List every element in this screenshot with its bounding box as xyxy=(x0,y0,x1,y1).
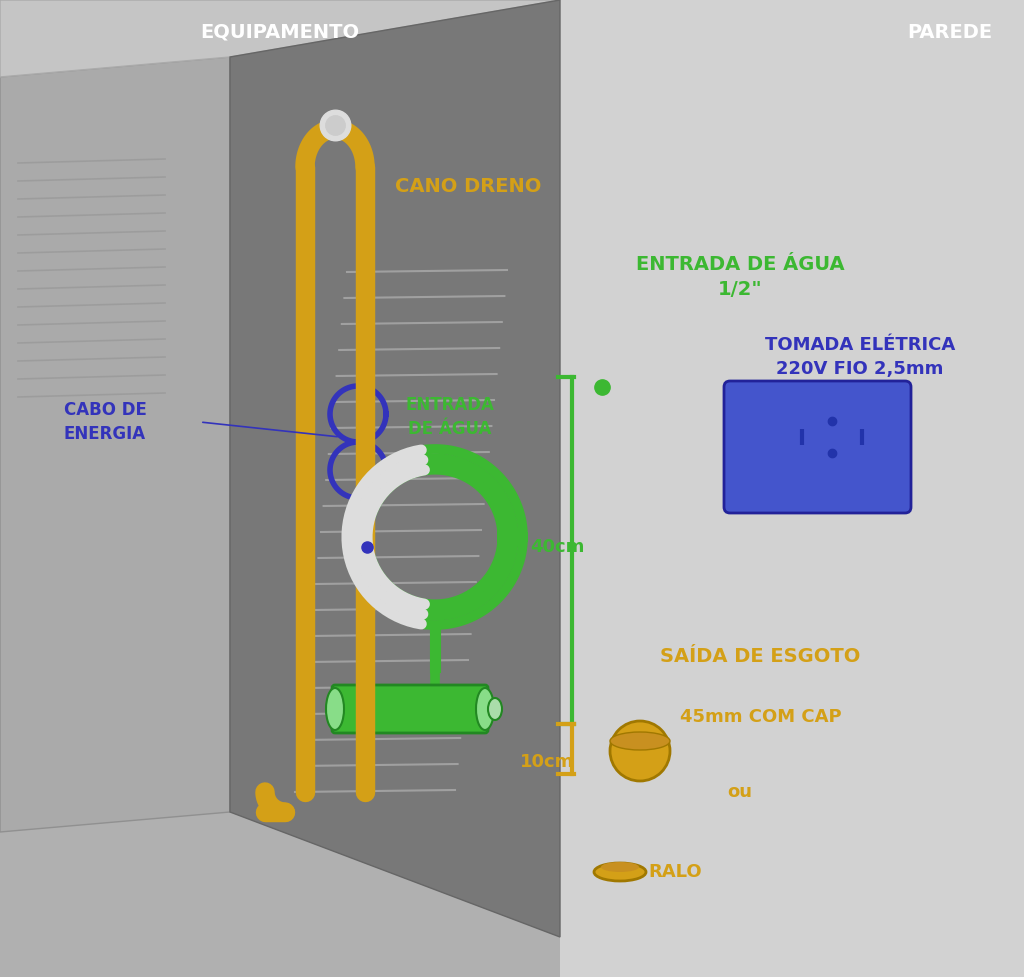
Text: CANO DRENO: CANO DRENO xyxy=(395,178,542,196)
Text: PAREDE: PAREDE xyxy=(907,22,992,41)
Ellipse shape xyxy=(326,688,344,730)
Text: 10cm: 10cm xyxy=(520,753,574,771)
Text: ENTRADA
DE ÁGUA: ENTRADA DE ÁGUA xyxy=(406,397,495,438)
Polygon shape xyxy=(230,0,560,937)
Polygon shape xyxy=(0,57,230,832)
Circle shape xyxy=(610,721,670,781)
Text: 40cm: 40cm xyxy=(530,538,585,556)
Text: SAÍDA DE ESGOTO: SAÍDA DE ESGOTO xyxy=(659,648,860,666)
Ellipse shape xyxy=(594,863,646,881)
Text: EQUIPAMENTO: EQUIPAMENTO xyxy=(201,22,359,41)
Ellipse shape xyxy=(610,732,670,750)
Text: RALO: RALO xyxy=(648,863,701,881)
Polygon shape xyxy=(0,0,560,77)
Text: CABO DE
ENERGIA: CABO DE ENERGIA xyxy=(63,402,146,443)
Polygon shape xyxy=(0,752,1024,977)
Text: ou: ou xyxy=(727,783,753,801)
Ellipse shape xyxy=(476,688,494,730)
Text: ENTRADA DE ÁGUA
1/2": ENTRADA DE ÁGUA 1/2" xyxy=(636,255,845,299)
Polygon shape xyxy=(560,0,1024,977)
FancyBboxPatch shape xyxy=(724,381,911,513)
Ellipse shape xyxy=(601,862,639,872)
Polygon shape xyxy=(230,0,560,937)
Ellipse shape xyxy=(488,698,502,720)
Text: 45mm COM CAP: 45mm COM CAP xyxy=(680,708,842,726)
Text: TOMADA ELÉTRICA
220V FIO 2,5mm: TOMADA ELÉTRICA 220V FIO 2,5mm xyxy=(765,336,955,378)
FancyBboxPatch shape xyxy=(332,685,488,733)
